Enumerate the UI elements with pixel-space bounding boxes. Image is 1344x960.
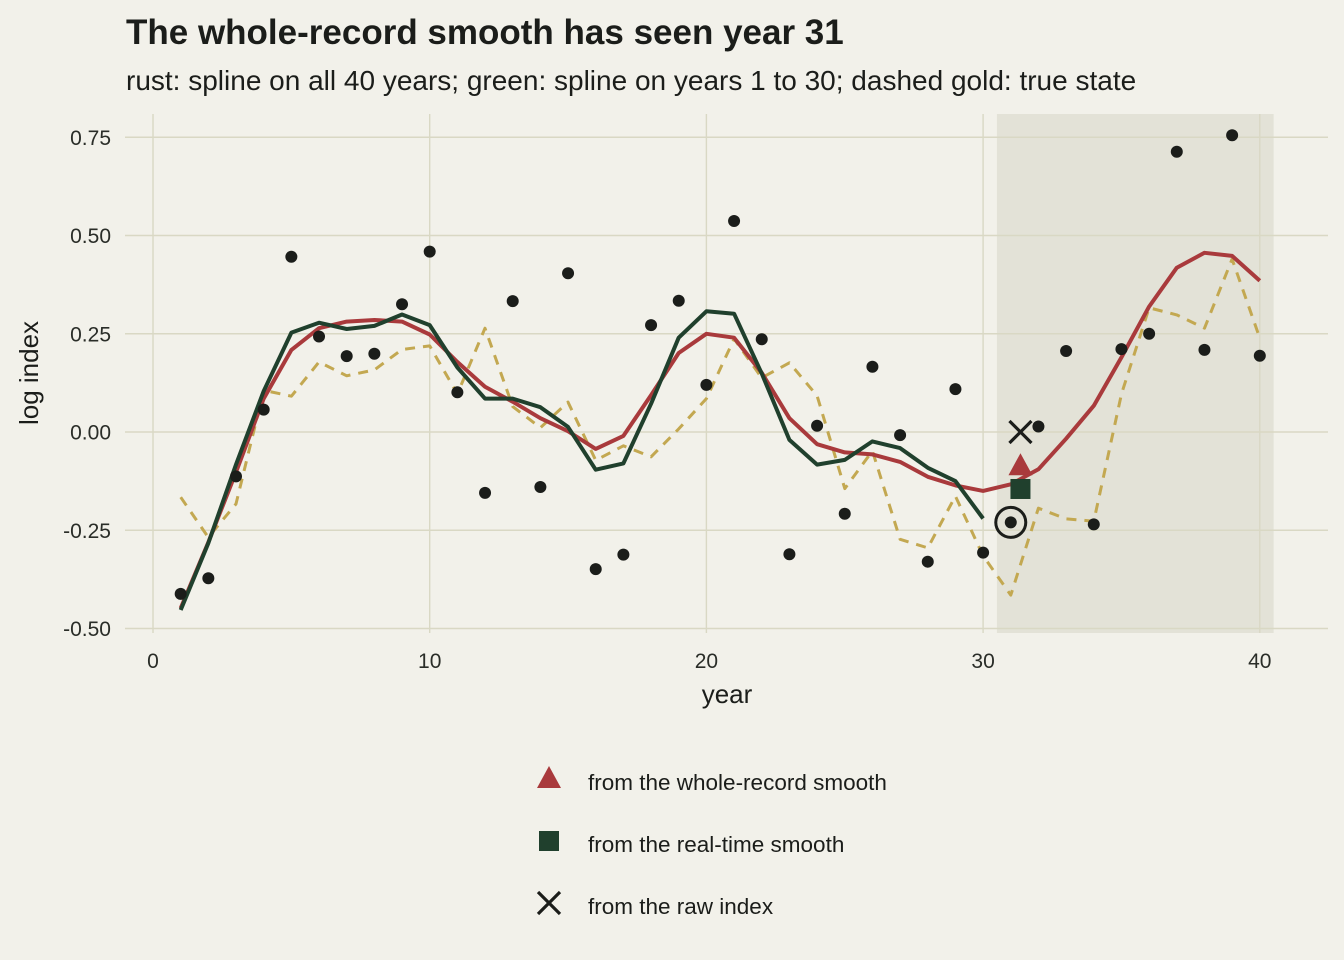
highlight-ring xyxy=(994,505,1028,539)
data-point xyxy=(1253,349,1266,362)
data-point xyxy=(645,319,658,332)
y-tick-label: 0.00 xyxy=(70,422,111,445)
data-point xyxy=(1115,343,1128,356)
legend-square-icon xyxy=(539,831,559,851)
data-point xyxy=(313,330,326,343)
true-state-line xyxy=(179,257,1262,597)
x-tick-label: 0 xyxy=(147,650,159,673)
legend-label: from the real-time smooth xyxy=(588,832,844,857)
y-axis-title: log index xyxy=(14,321,44,425)
data-point xyxy=(1087,518,1100,531)
data-point xyxy=(285,250,298,263)
data-point xyxy=(1198,343,1211,356)
data-point xyxy=(728,214,741,227)
x-tick-label: 10 xyxy=(418,650,441,673)
data-point xyxy=(700,378,713,391)
series-lines xyxy=(178,250,1262,611)
x-tick-label: 20 xyxy=(695,650,718,673)
data-point xyxy=(783,548,796,561)
data-point xyxy=(506,295,519,308)
data-point xyxy=(1143,327,1156,340)
whole-record-smooth-line xyxy=(178,250,1262,609)
data-point xyxy=(755,333,768,346)
data-point xyxy=(894,429,907,442)
data-point xyxy=(368,347,381,360)
data-point xyxy=(949,383,962,396)
observed-points xyxy=(174,129,1266,600)
data-point xyxy=(257,403,270,416)
grid xyxy=(125,114,1328,633)
y-tick-label: -0.25 xyxy=(63,520,111,543)
legend-label: from the whole-record smooth xyxy=(588,770,887,795)
data-point xyxy=(589,563,602,576)
y-tick-label: 0.25 xyxy=(70,323,111,346)
data-point xyxy=(451,386,464,399)
legend-label: from the raw index xyxy=(588,894,774,919)
plot-background xyxy=(996,114,1274,633)
data-point xyxy=(230,470,243,483)
estimate-markers xyxy=(994,419,1033,539)
real-time-smooth-line xyxy=(178,309,985,611)
data-point xyxy=(838,507,851,520)
legend-cross-icon xyxy=(536,890,562,916)
data-point xyxy=(1226,129,1239,142)
y-axis-ticks: -0.50 -0.25 0.00 0.25 0.50 0.75 xyxy=(63,127,111,641)
data-point xyxy=(1032,420,1045,433)
data-point xyxy=(811,419,824,432)
data-point xyxy=(202,572,215,585)
chart-subtitle: rust: spline on all 40 years; green: spl… xyxy=(126,65,1136,96)
data-point xyxy=(921,555,934,568)
square-estimate-marker xyxy=(1010,478,1031,499)
data-point xyxy=(617,548,630,561)
legend-triangle-icon xyxy=(537,766,561,788)
legend: from the whole-record smooth from the rea… xyxy=(536,766,887,919)
data-point xyxy=(1004,516,1017,529)
chart-title: The whole-record smooth has seen year 31 xyxy=(126,13,844,52)
triangle-estimate-marker xyxy=(1008,453,1033,476)
x-axis-ticks: 0 10 20 30 40 xyxy=(147,650,1271,673)
y-tick-label: 0.75 xyxy=(70,127,111,150)
data-point xyxy=(1170,145,1183,158)
data-point xyxy=(174,587,187,600)
x-tick-label: 40 xyxy=(1248,650,1271,673)
data-point xyxy=(340,350,353,363)
data-point xyxy=(479,486,492,499)
y-tick-label: -0.50 xyxy=(63,618,111,641)
x-tick-label: 30 xyxy=(971,650,994,673)
cross-estimate-marker xyxy=(1008,419,1033,445)
x-axis-title: year xyxy=(702,679,753,709)
data-point xyxy=(534,481,547,494)
data-point xyxy=(423,245,436,258)
data-point xyxy=(866,360,879,373)
data-point xyxy=(562,267,575,280)
data-point xyxy=(1060,345,1073,358)
data-point xyxy=(672,294,685,307)
data-point xyxy=(396,298,409,311)
shaded-window xyxy=(996,114,1274,633)
data-point xyxy=(977,546,990,559)
y-tick-label: 0.50 xyxy=(70,225,111,248)
